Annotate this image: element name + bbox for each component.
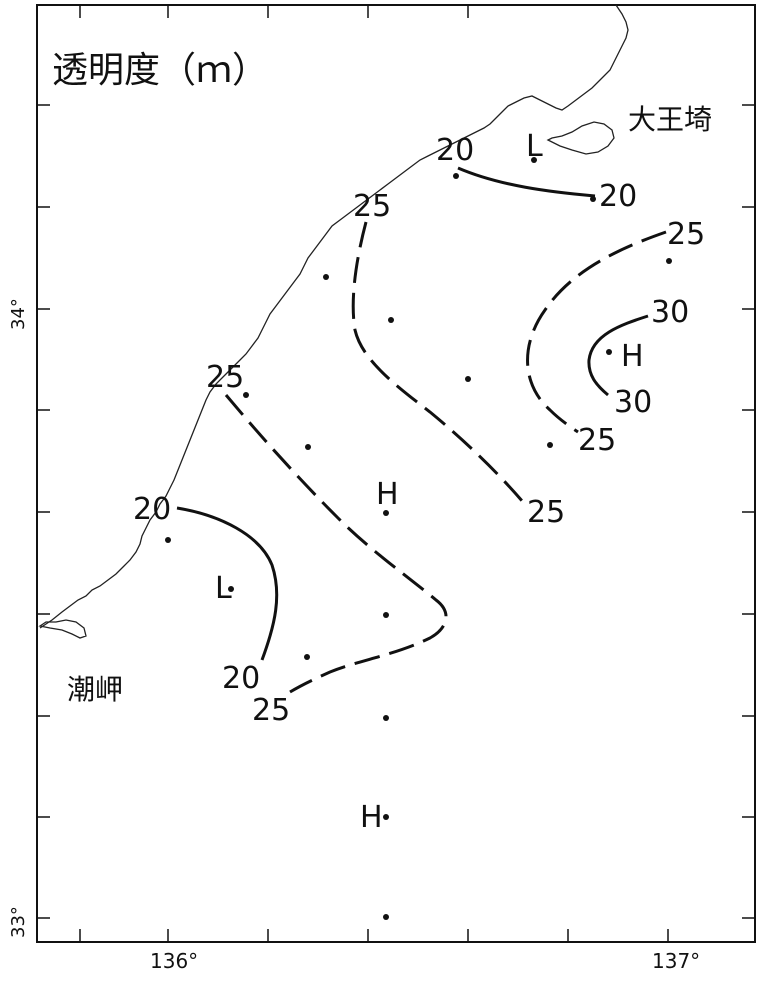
contour-label: 20 bbox=[436, 133, 474, 168]
left-ticks bbox=[37, 104, 50, 919]
coastline-inlet-west bbox=[38, 619, 87, 639]
coastline-inlet-east bbox=[546, 121, 615, 155]
place-shionomisaki: 潮岬 bbox=[67, 673, 123, 706]
contour-label: 25 bbox=[206, 360, 244, 395]
low-marker: L bbox=[215, 571, 232, 606]
contour-label: 25 bbox=[578, 423, 616, 458]
axis-x-tick-137: 137° bbox=[652, 949, 700, 973]
map-title: 透明度（ｍ） bbox=[52, 50, 268, 91]
axis-x-tick-136: 136° bbox=[150, 949, 198, 973]
contour-label: 30 bbox=[614, 385, 652, 420]
contour-20-west-solid bbox=[176, 506, 279, 661]
contour-20-top-solid bbox=[457, 166, 596, 198]
coastline bbox=[39, 4, 629, 629]
contour-25-center-dashed bbox=[351, 221, 530, 509]
contour-30-solid bbox=[587, 314, 649, 397]
contour-label: 25 bbox=[667, 217, 705, 252]
axis-y-tick-34: 34° bbox=[8, 298, 29, 330]
bottom-ticks bbox=[79, 929, 669, 942]
contour-label: 20 bbox=[599, 179, 637, 214]
contour-label: 25 bbox=[353, 189, 391, 224]
contour-label: 25 bbox=[252, 693, 290, 728]
top-ticks bbox=[79, 5, 469, 18]
axis-y-tick-33: 33° bbox=[8, 906, 29, 938]
contour-label: 30 bbox=[651, 295, 689, 330]
high-marker: H bbox=[376, 477, 399, 512]
right-ticks bbox=[742, 104, 755, 919]
station-dots bbox=[165, 157, 672, 920]
contour-25-west-dashed bbox=[224, 394, 448, 694]
low-marker: L bbox=[526, 129, 543, 164]
contour-label: 20 bbox=[133, 492, 171, 527]
high-marker: H bbox=[360, 800, 383, 835]
contour-label: 20 bbox=[222, 661, 260, 696]
high-marker: H bbox=[621, 339, 644, 374]
contour-25-east-dashed bbox=[526, 230, 667, 434]
contour-label: 25 bbox=[527, 495, 565, 530]
map-frame bbox=[36, 4, 756, 943]
place-daiozaki: 大王埼 bbox=[628, 103, 712, 136]
